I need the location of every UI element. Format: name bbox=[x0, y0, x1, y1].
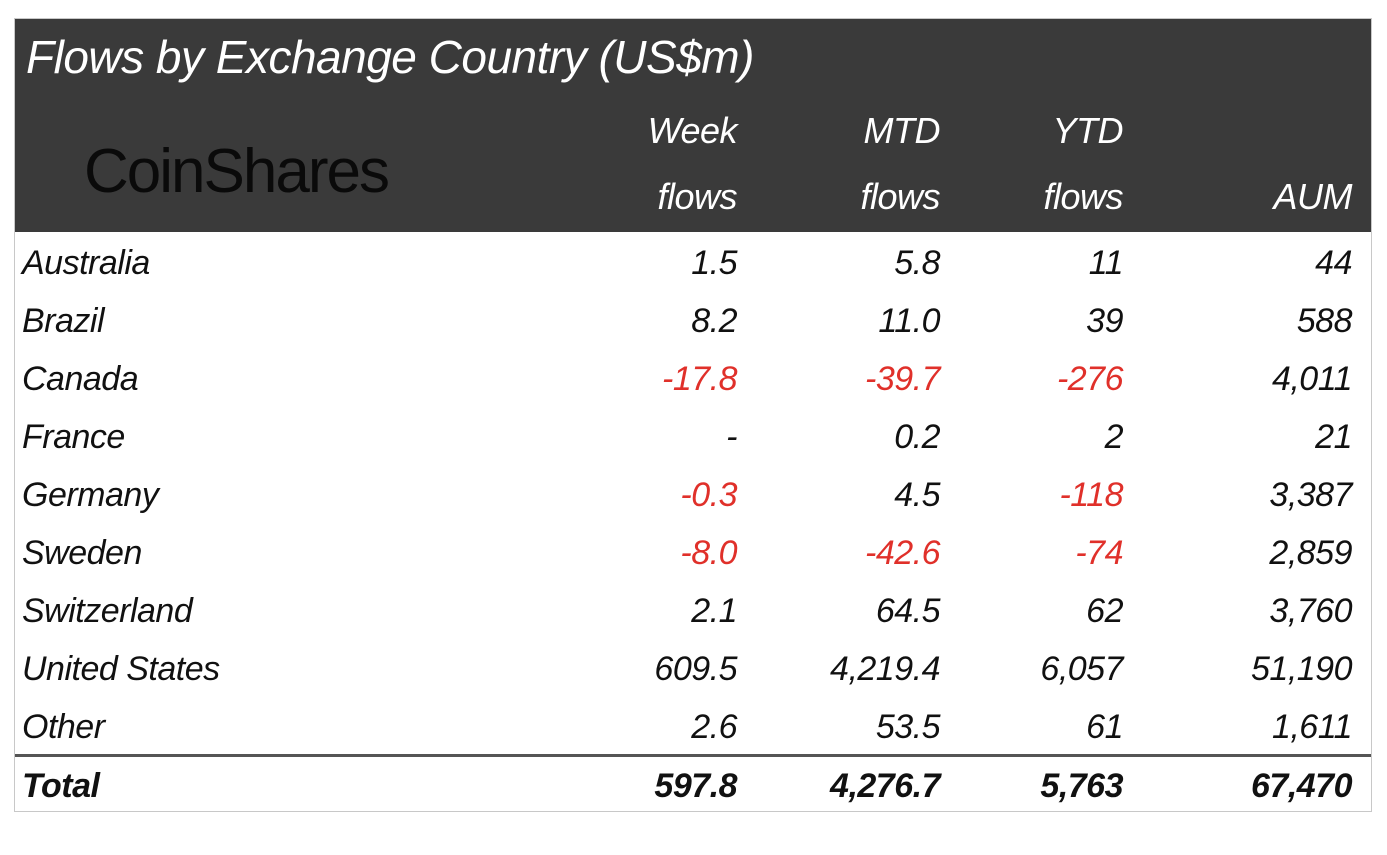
total-row: Total 597.8 4,276.7 5,763 67,470 bbox=[14, 757, 1372, 815]
column-header-2-line2: flows bbox=[860, 176, 940, 217]
table-row: Australia 1.5 5.8 11 44 bbox=[14, 234, 1372, 292]
value-cell: 67,470 bbox=[1251, 767, 1353, 805]
country-label: Switzerland bbox=[22, 592, 193, 630]
value-cell: 64.5 bbox=[875, 592, 941, 630]
value-cell: -42.6 bbox=[865, 534, 941, 572]
value-cell: 21 bbox=[1315, 418, 1352, 456]
country-label: Total bbox=[22, 767, 100, 805]
column-header-3-line2: flows bbox=[1043, 176, 1123, 217]
value-cell: 3,387 bbox=[1269, 476, 1352, 514]
total-divider bbox=[14, 754, 1372, 757]
value-cell: -276 bbox=[1056, 360, 1124, 398]
column-header-4-line2: AUM bbox=[1273, 176, 1353, 217]
country-label: United States bbox=[22, 650, 220, 688]
value-cell: 4,276.7 bbox=[830, 767, 940, 805]
value-cell: -17.8 bbox=[662, 360, 738, 398]
table-row: Germany -0.3 4.5 -118 3,387 bbox=[14, 466, 1372, 524]
table-row: France - 0.2 2 21 bbox=[14, 408, 1372, 466]
column-header-2-line1: MTD bbox=[863, 110, 941, 151]
value-cell: 39 bbox=[1086, 302, 1123, 340]
value-cell: 2.6 bbox=[691, 708, 737, 746]
country-label: Australia bbox=[22, 244, 150, 282]
value-cell: -8.0 bbox=[680, 534, 737, 572]
value-cell: 2 bbox=[1104, 418, 1124, 456]
value-cell: -0.3 bbox=[680, 476, 737, 514]
value-cell: 1.5 bbox=[691, 244, 737, 282]
column-header-1-line2: flows bbox=[657, 176, 737, 217]
table-row: Brazil 8.2 11.0 39 588 bbox=[14, 292, 1372, 350]
value-cell: 4,219.4 bbox=[830, 650, 940, 688]
value-cell: 597.8 bbox=[654, 767, 737, 805]
value-cell: 51,190 bbox=[1251, 650, 1353, 688]
value-cell: 0.2 bbox=[894, 418, 940, 456]
value-cell: -118 bbox=[1059, 476, 1123, 514]
value-cell: 6,057 bbox=[1040, 650, 1123, 688]
country-label: Brazil bbox=[22, 302, 105, 340]
country-label: Other bbox=[22, 708, 105, 746]
table-row: Switzerland 2.1 64.5 62 3,760 bbox=[14, 582, 1372, 640]
value-cell: 588 bbox=[1296, 302, 1353, 340]
value-cell: 11 bbox=[1088, 244, 1124, 282]
table-row: Other 2.6 53.5 61 1,611 bbox=[14, 698, 1372, 756]
value-cell: 11.0 bbox=[878, 302, 940, 340]
value-cell: 62 bbox=[1086, 592, 1123, 630]
value-cell: 44 bbox=[1315, 244, 1352, 282]
table-row: United States 609.5 4,219.4 6,057 51,190 bbox=[14, 640, 1372, 698]
value-cell: 5.8 bbox=[894, 244, 940, 282]
value-cell: 1,611 bbox=[1271, 708, 1353, 746]
country-label: Sweden bbox=[22, 534, 142, 572]
table-frame bbox=[14, 18, 1372, 812]
value-cell: 2,859 bbox=[1269, 534, 1352, 572]
value-cell: 53.5 bbox=[875, 708, 941, 746]
country-label: Canada bbox=[22, 360, 139, 398]
column-header-3-line1: YTD bbox=[1052, 110, 1124, 151]
table-header: Flows by Exchange Country (US$m) CoinSha… bbox=[14, 18, 1372, 232]
table-title: Flows by Exchange Country (US$m) bbox=[26, 31, 754, 83]
value-cell: 4.5 bbox=[894, 476, 940, 514]
table-row: Sweden -8.0 -42.6 -74 2,859 bbox=[14, 524, 1372, 582]
value-cell: 609.5 bbox=[654, 650, 737, 688]
value-cell: 8.2 bbox=[691, 302, 737, 340]
value-cell: 61 bbox=[1086, 708, 1123, 746]
country-label: France bbox=[22, 418, 125, 456]
value-cell: 3,760 bbox=[1269, 592, 1352, 630]
coinshares-logo: CoinShares bbox=[84, 137, 390, 206]
country-label: Germany bbox=[22, 476, 159, 514]
value-cell: - bbox=[726, 418, 737, 456]
value-cell: -39.7 bbox=[865, 360, 941, 398]
value-cell: 2.1 bbox=[691, 592, 737, 630]
value-cell: 5,763 bbox=[1040, 767, 1123, 805]
column-header-1-line1: Week bbox=[647, 110, 738, 151]
value-cell: -74 bbox=[1075, 534, 1123, 572]
value-cell: 4,011 bbox=[1271, 360, 1353, 398]
table-row: Canada -17.8 -39.7 -276 4,011 bbox=[14, 350, 1372, 408]
